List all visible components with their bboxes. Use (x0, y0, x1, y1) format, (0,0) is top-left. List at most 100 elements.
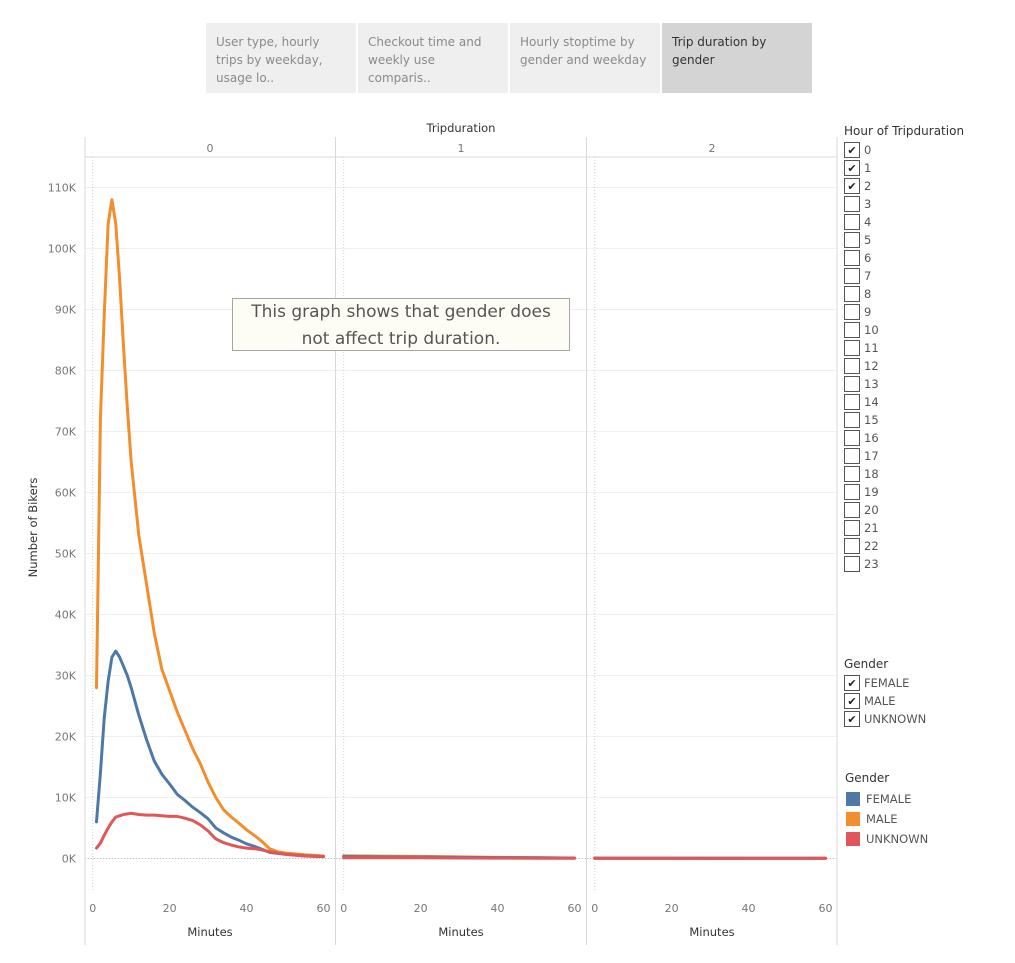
hour-filter-15[interactable]: 15 (844, 411, 879, 429)
hour-filter-23[interactable]: 23 (844, 555, 879, 573)
series-line-unknown (95, 811, 325, 859)
y-tick-label: 0K (62, 852, 77, 865)
annotation-line-1: This graph shows that gender does (251, 302, 551, 322)
hour-filter-5[interactable]: 5 (844, 231, 879, 249)
checkbox[interactable] (844, 250, 860, 266)
hour-filter-13[interactable]: 13 (844, 375, 879, 393)
y-tick-label: 90K (55, 303, 77, 316)
checkbox[interactable] (844, 232, 860, 248)
hour-filter-4[interactable]: 4 (844, 213, 879, 231)
gender-filter-label: UNKNOWN (864, 712, 927, 726)
hour-filter-21[interactable]: 21 (844, 519, 879, 537)
checkbox[interactable] (844, 340, 860, 356)
hour-filter-2[interactable]: ✔ 2 (844, 177, 879, 195)
checkbox[interactable] (844, 502, 860, 518)
hour-filter-18[interactable]: 18 (844, 465, 879, 483)
checkbox[interactable]: ✔ (844, 711, 860, 727)
hour-filter-10[interactable]: 10 (844, 321, 879, 339)
checkbox[interactable]: ✔ (844, 160, 860, 176)
checkbox[interactable] (844, 484, 860, 500)
legend-item-male: MALE (846, 809, 928, 829)
hour-filter-12[interactable]: 12 (844, 357, 879, 375)
hour-filter-11[interactable]: 11 (844, 339, 879, 357)
x-tick-label: 20 (163, 902, 177, 915)
y-tick-label: 10K (55, 791, 77, 804)
hour-filter-1[interactable]: ✔ 1 (844, 159, 879, 177)
hour-filter-label: 15 (864, 413, 879, 427)
gender-filter-female[interactable]: ✔ FEMALE (844, 674, 926, 692)
series-line-female (95, 649, 325, 859)
hour-filter-title: Hour of Tripduration (844, 124, 965, 138)
checkbox[interactable] (844, 304, 860, 320)
gender-filter-unknown[interactable]: ✔ UNKNOWN (844, 710, 926, 728)
gender-filter-label: MALE (864, 694, 896, 708)
y-tick-label: 110K (48, 181, 77, 194)
checkbox[interactable] (844, 268, 860, 284)
hour-filter-3[interactable]: 3 (844, 195, 879, 213)
y-tick-label: 80K (55, 364, 77, 377)
column-header-title: Tripduration (426, 121, 496, 135)
legend-label: FEMALE (866, 792, 912, 806)
hour-filter-label: 9 (864, 305, 872, 319)
hour-filter-label: 18 (864, 467, 879, 481)
hour-filter-label: 20 (864, 503, 879, 517)
checkbox[interactable] (844, 376, 860, 392)
series-line-male (95, 198, 325, 858)
checkbox[interactable] (844, 322, 860, 338)
checkbox[interactable] (844, 394, 860, 410)
x-tick-label: 40 (240, 902, 254, 915)
checkbox[interactable]: ✔ (844, 693, 860, 709)
checkbox[interactable]: ✔ (844, 675, 860, 691)
tab-trip-duration-by-gender[interactable]: Trip duration by gender (662, 23, 812, 93)
checkbox[interactable] (844, 538, 860, 554)
checkbox[interactable] (844, 430, 860, 446)
pane-label: 2 (709, 142, 716, 155)
checkbox[interactable] (844, 214, 860, 230)
x-tick-label: 60 (818, 902, 832, 915)
hour-filter-label: 8 (864, 287, 872, 301)
checkbox[interactable]: ✔ (844, 142, 860, 158)
tab-user-type-hourly-trips[interactable]: User type, hourly trips by weekday, usag… (206, 23, 356, 93)
hour-filter-8[interactable]: 8 (844, 285, 879, 303)
hour-filter-16[interactable]: 16 (844, 429, 879, 447)
checkbox[interactable] (844, 520, 860, 536)
checkbox[interactable] (844, 556, 860, 572)
x-tick-label: 20 (414, 902, 428, 915)
hour-filter-9[interactable]: 9 (844, 303, 879, 321)
hour-filter-label: 17 (864, 449, 879, 463)
hour-filter-6[interactable]: 6 (844, 249, 879, 267)
x-axis-title: Minutes (438, 925, 483, 939)
hour-filter-label: 21 (864, 521, 879, 535)
checkbox[interactable] (844, 358, 860, 374)
checkbox[interactable] (844, 286, 860, 302)
hour-filter-19[interactable]: 19 (844, 483, 879, 501)
legend-item-female: FEMALE (846, 789, 928, 809)
hour-filter-20[interactable]: 20 (844, 501, 879, 519)
chart-annotation: This graph shows that gender does not af… (232, 298, 570, 351)
checkbox[interactable] (844, 448, 860, 464)
hour-filter-14[interactable]: 14 (844, 393, 879, 411)
gender-filter-male[interactable]: ✔ MALE (844, 692, 926, 710)
pane-label: 0 (207, 142, 214, 155)
legend-title: Gender (845, 771, 890, 785)
hour-filter-label: 23 (864, 557, 879, 571)
hour-filter-7[interactable]: 7 (844, 267, 879, 285)
x-tick-label: 20 (665, 902, 679, 915)
checkbox[interactable] (844, 412, 860, 428)
annotation-line-2: not affect trip duration. (301, 329, 501, 349)
hour-filter-label: 16 (864, 431, 879, 445)
checkbox[interactable] (844, 196, 860, 212)
gender-filter-label: FEMALE (864, 676, 910, 690)
hour-filter-label: 6 (864, 251, 872, 265)
checkbox[interactable]: ✔ (844, 178, 860, 194)
hour-filter-22[interactable]: 22 (844, 537, 879, 555)
hour-filter-label: 12 (864, 359, 879, 373)
hour-filter-0[interactable]: ✔ 0 (844, 141, 879, 159)
hour-filter-17[interactable]: 17 (844, 447, 879, 465)
tab-hourly-stoptime[interactable]: Hourly stoptime by gender and weekday (510, 23, 660, 93)
x-tick-label: 60 (316, 902, 330, 915)
tab-checkout-time[interactable]: Checkout time and weekly use comparis.. (358, 23, 508, 93)
hour-filter-label: 3 (864, 197, 872, 211)
legend-label: UNKNOWN (866, 832, 929, 846)
checkbox[interactable] (844, 466, 860, 482)
